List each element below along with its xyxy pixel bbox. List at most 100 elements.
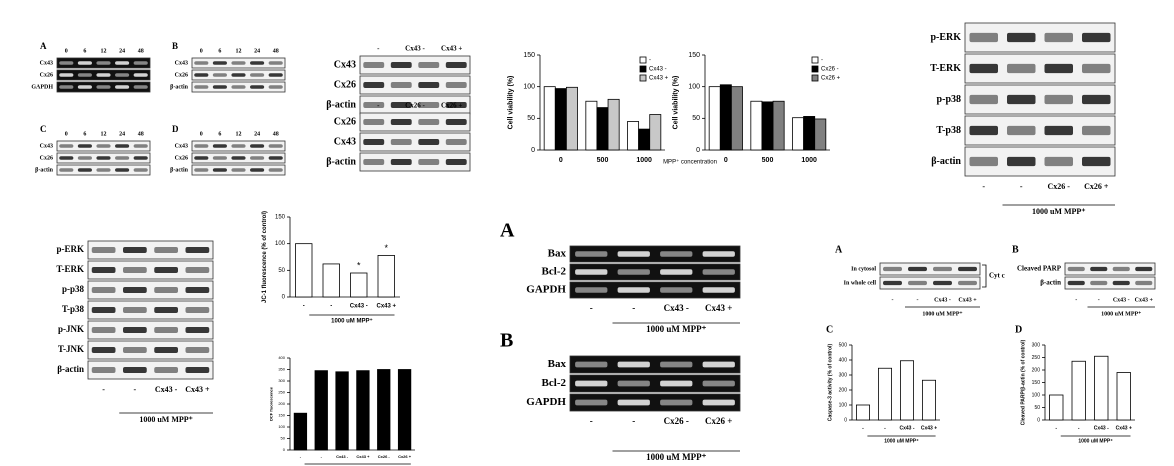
band (702, 287, 735, 293)
band (933, 266, 952, 272)
row-label: Bax (548, 358, 567, 370)
band (123, 267, 147, 273)
row-label: GAPDH (31, 84, 53, 90)
band (617, 269, 650, 275)
band (418, 102, 440, 108)
row-label: β-actin (1040, 279, 1061, 287)
band (59, 61, 74, 65)
band (268, 156, 283, 160)
x-tick-label: Cx26 + (398, 454, 412, 459)
blot-strip (87, 320, 214, 340)
x-tick-label: 0 (559, 157, 563, 164)
band (1044, 94, 1073, 105)
band (575, 380, 608, 387)
legend-swatch (811, 65, 819, 73)
band (660, 361, 693, 368)
row-label: Cx26 (334, 79, 356, 90)
band (969, 32, 998, 43)
band (575, 269, 608, 275)
band (363, 159, 385, 165)
lane-label: Cx43 + (441, 45, 462, 53)
y-tick-label: 300 (278, 378, 285, 383)
band (231, 61, 246, 65)
y-tick-label: 100 (839, 402, 848, 408)
bar (638, 128, 651, 151)
bracket (982, 264, 987, 288)
y-tick-label: 200 (839, 387, 848, 393)
band (133, 156, 148, 160)
lane-label: 6 (218, 48, 221, 54)
blot-strip (569, 263, 741, 281)
lane-label: Cx43 + (185, 385, 210, 394)
band (702, 361, 735, 368)
panel-letter: A (40, 41, 47, 51)
band (969, 156, 998, 167)
row-label: Cx26 (40, 72, 53, 78)
panel-letter: B (1012, 244, 1019, 255)
bar (335, 371, 349, 451)
band (1082, 156, 1111, 167)
band (231, 156, 246, 160)
band (445, 119, 467, 125)
band (1007, 32, 1036, 43)
lane-label: Cx26 + (441, 102, 462, 110)
lane-label: - (982, 182, 985, 191)
panel-letter: B (500, 330, 513, 352)
lane-label: 6 (83, 131, 86, 137)
band (123, 287, 147, 293)
row-label: β-actin (326, 99, 356, 110)
band (1044, 125, 1073, 136)
y-tick-label: 350 (278, 367, 285, 372)
y-tick-label: 50 (1034, 405, 1040, 411)
row-label: T-ERK (56, 264, 84, 274)
bar (377, 254, 395, 298)
panel-letter: A (500, 220, 515, 242)
lane-label: 0 (65, 131, 68, 137)
band (660, 287, 693, 293)
bar (607, 98, 620, 151)
band (883, 280, 902, 286)
bar (1049, 394, 1064, 421)
y-tick-label: 150 (278, 413, 285, 418)
lane-label: 12 (101, 131, 107, 137)
lane-label: - (1098, 297, 1100, 303)
band (91, 327, 116, 333)
x-tick-label: - (862, 425, 864, 431)
row-label: p-JNK (58, 324, 84, 334)
band (212, 73, 227, 77)
y-tick-label: 300 (1032, 342, 1041, 348)
x-tick-label: - (1078, 425, 1080, 431)
row-label: T-JNK (58, 344, 84, 354)
bar (356, 370, 370, 451)
bar (792, 117, 805, 151)
bar (750, 100, 763, 151)
band (575, 399, 608, 406)
row-label: p-ERK (930, 32, 961, 43)
band (115, 85, 130, 89)
legend-label: Cx43 - (649, 67, 667, 73)
band (91, 347, 116, 353)
band (250, 156, 265, 160)
band (133, 144, 148, 148)
x-tick-label: - (300, 454, 302, 459)
band (96, 144, 111, 148)
y-tick-label: 50 (281, 436, 286, 441)
x-tick-label: - (330, 304, 332, 310)
lane-label: 24 (119, 48, 125, 54)
legend-label: Cx43 + (649, 76, 669, 82)
bar (730, 86, 743, 151)
legend-swatch (639, 56, 647, 64)
y-tick-label: 100 (688, 84, 700, 91)
band (212, 144, 227, 148)
band (363, 62, 385, 68)
bar (814, 118, 827, 151)
blot-strip (879, 276, 981, 290)
band (185, 367, 210, 373)
bar (585, 100, 598, 151)
x-tick-label: 1000 (801, 157, 817, 164)
band (250, 61, 265, 65)
lane-label: 12 (236, 48, 242, 54)
bar (922, 379, 937, 421)
lane-label: Cx43 - (664, 303, 689, 313)
band (77, 156, 92, 160)
